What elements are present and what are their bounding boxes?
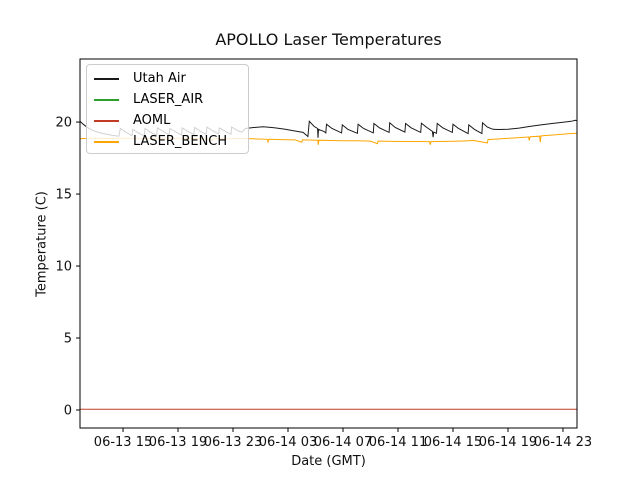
legend-item-utah-air: Utah Air [94,68,248,89]
legend-line-sample [94,77,119,80]
chart-title: APOLLO Laser Temperatures [215,30,442,49]
legend: Utah Air LASER_AIR AOML LASER_BENCH [86,64,249,154]
y-tick-label: 15 [55,188,72,203]
x-axis-label: Date (GMT) [291,454,366,469]
legend-item-laser-bench: LASER_BENCH [94,131,248,152]
legend-line-sample [94,119,119,122]
x-tick-label: 06-13 23 [204,435,262,450]
legend-label: Utah Air [133,71,186,86]
x-tick-label: 06-13 19 [149,435,207,450]
legend-label: LASER_AIR [133,92,204,107]
y-tick-label: 0 [64,404,72,419]
y-tick-label: 10 [55,260,72,275]
axes-frame [79,58,578,429]
x-tick-label: 06-14 19 [479,435,537,450]
y-tick-label: 20 [55,116,72,131]
y-tick-label: 5 [64,332,72,347]
legend-label: AOML [133,113,171,128]
x-tick-label: 06-14 07 [314,435,372,450]
x-tick-label: 06-14 15 [424,435,482,450]
legend-label: LASER_BENCH [133,134,228,149]
legend-line-sample [94,140,119,143]
legend-item-laser-air: LASER_AIR [94,89,248,110]
y-axis-label: Temperature (C) [34,191,50,297]
x-tick-label: 06-13 15 [94,435,152,450]
legend-item-aoml: AOML [94,110,248,131]
x-tick-label: 06-14 11 [369,435,427,450]
x-tick-label: 06-14 03 [259,435,317,450]
legend-line-sample [94,98,119,101]
x-tick-label: 06-14 23 [534,435,592,450]
